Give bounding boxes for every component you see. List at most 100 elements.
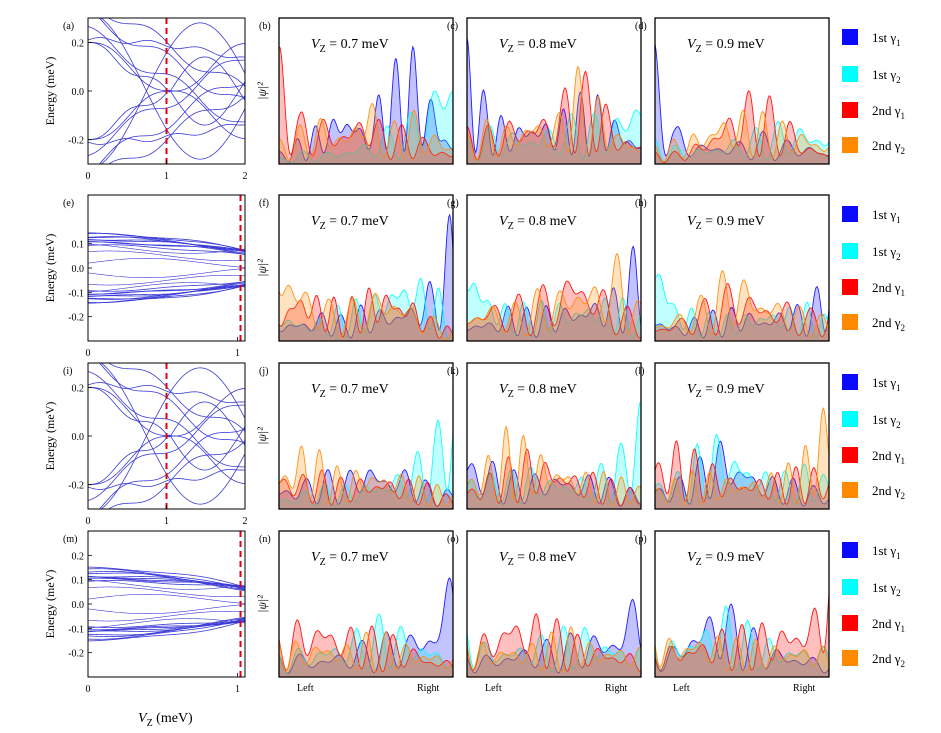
legend-swatch-3 [842, 482, 858, 498]
density-area-series-3 [655, 407, 829, 509]
density-panel-2-2: (l) VZ = 0.9 meV [635, 362, 830, 510]
density-area-series-3 [279, 284, 453, 341]
density-panel-2-1: (k) VZ = 0.8 meV [447, 362, 642, 510]
x-axis-label: VZ (meV) [138, 711, 193, 729]
vz-annotation: VZ = 0.8 meV [499, 550, 577, 568]
band-line [88, 284, 245, 300]
legend-label-3: 2nd γ2 [872, 651, 906, 669]
band-line [88, 37, 245, 58]
density-area-series-3 [467, 425, 641, 509]
density-panel-0-1: (c) VZ = 0.8 meV [447, 17, 642, 165]
panel-label: (o) [447, 534, 459, 545]
density-area-series-3 [467, 65, 641, 164]
density-area-series-1 [467, 402, 641, 509]
legend-swatch-1 [842, 411, 858, 427]
band-line [88, 26, 245, 123]
panel-label: (l) [635, 366, 644, 377]
band-line [88, 239, 245, 254]
panel-label: (e) [63, 198, 74, 209]
band-line [88, 469, 245, 490]
density-panel-3-0: (n) VZ = 0.7 meV |ψ|² Left Right [255, 530, 454, 694]
density-panel-3-1: (o) VZ = 0.8 meV Left Right [447, 530, 642, 694]
density-area-series-3 [279, 102, 453, 164]
x-tick-label-left: Left [297, 683, 314, 694]
band-line [88, 618, 245, 629]
legend-label-2: 2nd γ1 [872, 448, 905, 466]
energy-axis-label: Energy (meV) [43, 57, 57, 126]
density-axes-frame [654, 194, 830, 342]
panel-label: (d) [635, 21, 647, 32]
density-axis-label: |ψ|² [255, 427, 269, 445]
band-line [88, 620, 245, 642]
energy-axes-frame [87, 194, 246, 342]
legend-label-2: 2nd γ1 [872, 280, 905, 298]
y-tick-label: -0.2 [68, 649, 84, 660]
band-line [88, 382, 245, 403]
x-tick-label-right: Right [793, 683, 815, 694]
band-line [88, 250, 245, 261]
panel-label: (h) [635, 198, 647, 209]
band-line [88, 243, 245, 254]
legend-swatch-1 [842, 579, 858, 595]
density-area-series-2 [655, 440, 829, 509]
x-tick-label-right: Right [605, 683, 627, 694]
density-axes-frame [278, 362, 454, 510]
panel-label: (a) [63, 21, 74, 32]
density-panel-3-2: (p) VZ = 0.9 meV Left Right [635, 530, 830, 694]
band-line [88, 281, 245, 295]
legend-label-1: 1st γ2 [872, 244, 901, 262]
density-area-series-3 [655, 109, 829, 164]
density-area-series-1 [279, 90, 453, 164]
y-tick-label: 0.0 [72, 264, 85, 275]
legend-label-3: 2nd γ2 [872, 138, 906, 156]
band-line [88, 617, 245, 640]
band-line [88, 586, 245, 597]
density-area-series-3 [467, 252, 641, 341]
legend-swatch-1 [842, 243, 858, 259]
band-line [88, 241, 245, 255]
legend-swatch-3 [842, 650, 858, 666]
x-tick-label: 2 [243, 171, 248, 182]
density-area-series-3 [279, 631, 453, 677]
x-tick-label: 1 [164, 516, 169, 527]
x-tick-label-right: Right [417, 683, 439, 694]
density-area-series-0 [655, 43, 829, 164]
legend-swatch-0 [842, 206, 858, 222]
band-line [88, 282, 245, 297]
legend-label-1: 1st γ2 [872, 580, 901, 598]
density-axes-frame [278, 17, 454, 165]
legend-3: 1st γ1 1st γ2 2nd γ1 2nd γ2 [842, 542, 906, 669]
density-area-series-2 [655, 90, 829, 164]
band-line [88, 282, 245, 293]
band-line [88, 124, 245, 145]
vz-annotation: VZ = 0.9 meV [687, 382, 765, 400]
band-line [88, 611, 245, 622]
density-axes-frame [466, 17, 642, 165]
x-tick-label: 1 [235, 348, 240, 359]
band-line [88, 575, 245, 592]
legend-label-0: 1st γ1 [872, 207, 901, 225]
legend-swatch-1 [842, 66, 858, 82]
density-axis-label: |ψ|² [255, 82, 269, 100]
density-axes-frame [466, 194, 642, 342]
legend-label-3: 2nd γ2 [872, 315, 906, 333]
y-tick-label: 0.0 [72, 600, 85, 611]
density-panel-2-0: (j) VZ = 0.7 meV |ψ|² [255, 362, 454, 510]
density-area-series-3 [655, 635, 829, 677]
legend-label-1: 1st γ2 [872, 67, 901, 85]
y-tick-label: 0.1 [72, 576, 85, 587]
band-line [88, 620, 245, 631]
panel-label: (j) [259, 366, 268, 377]
x-tick-label: 0 [86, 516, 91, 527]
energy-panel-2: 0.2 0.0 -0.2 0 1 2 (i) Energy (meV) [43, 362, 248, 527]
band-line [88, 371, 245, 468]
band-line [88, 236, 245, 252]
legend-0: 1st γ1 1st γ2 2nd γ1 2nd γ2 [842, 29, 906, 156]
density-area-series-0 [467, 245, 641, 341]
x-tick-label: 2 [243, 516, 248, 527]
density-area-series-2 [467, 613, 641, 677]
panel-label: (n) [259, 534, 271, 545]
energy-axis-label: Energy (meV) [43, 234, 57, 303]
band-line [88, 284, 245, 304]
